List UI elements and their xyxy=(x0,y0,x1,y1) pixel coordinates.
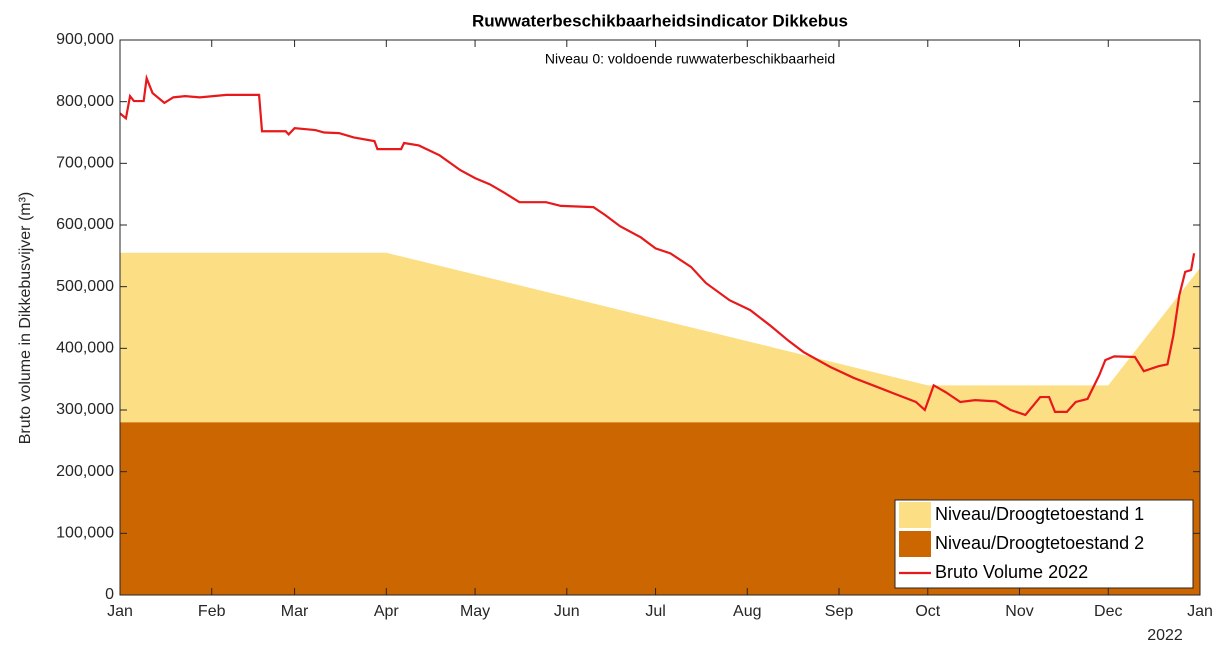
y-tick-label: 400,000 xyxy=(56,340,114,357)
x-tick-label: Apr xyxy=(374,603,400,620)
y-tick-label: 200,000 xyxy=(56,463,114,480)
y-tick-label: 800,000 xyxy=(56,93,114,110)
legend-label: Niveau/Droogtetoestand 1 xyxy=(935,504,1144,524)
annotation: Niveau 0: voldoende ruwwaterbeschikbaarh… xyxy=(545,51,835,67)
y-tick-label: 0 xyxy=(105,586,114,603)
x-tick-label: Jan xyxy=(1187,603,1213,620)
x-tick-label: Aug xyxy=(733,603,761,620)
x-tick-label: Jan xyxy=(107,603,133,620)
chart-title: Ruwwaterbeschikbaarheidsindicator Dikkeb… xyxy=(472,11,848,30)
line xyxy=(119,73,1196,417)
legend-label: Niveau/Droogtetoestand 2 xyxy=(935,533,1144,553)
x-year-label: 2022 xyxy=(1147,627,1183,644)
legend-swatch xyxy=(899,531,931,557)
x-tick-label: Feb xyxy=(198,603,226,620)
x-tick-label: Mar xyxy=(281,603,309,620)
y-tick-label: 600,000 xyxy=(56,216,114,233)
y-axis-label: Bruto volume in Dikkebusvijver (m³) xyxy=(17,192,34,445)
y-tick-label: 100,000 xyxy=(56,525,114,542)
y-tick-label: 300,000 xyxy=(56,401,114,418)
x-tick-label: Dec xyxy=(1094,603,1122,620)
x-tick-label: Oct xyxy=(915,603,940,620)
plot-border xyxy=(119,39,1201,596)
x-tick-label: Jun xyxy=(554,603,580,620)
legend-swatch xyxy=(899,502,931,528)
x-tick-label: Nov xyxy=(1005,603,1033,620)
y-tick-label: 500,000 xyxy=(56,278,114,295)
x-tick-label: May xyxy=(460,603,490,620)
legend-box xyxy=(894,499,1194,589)
y-tick-label: 700,000 xyxy=(56,155,114,172)
y-tick-label: 900,000 xyxy=(56,31,114,48)
legend-label: Bruto Volume 2022 xyxy=(935,562,1088,582)
x-tick-label: Jul xyxy=(645,603,665,620)
x-tick-label: Sep xyxy=(825,603,854,620)
